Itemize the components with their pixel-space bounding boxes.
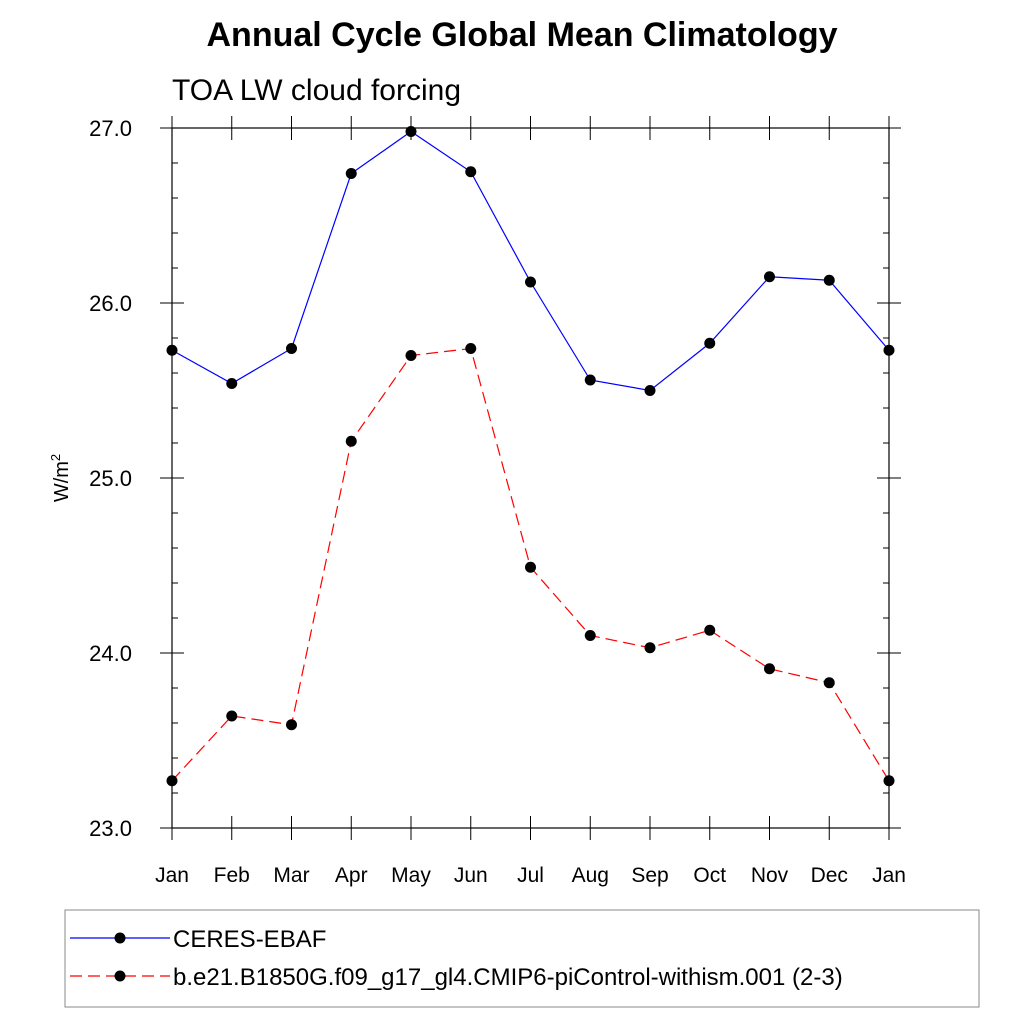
- series-2-point: [525, 561, 536, 573]
- x-tick-label: Dec: [811, 864, 848, 887]
- series-2-point: [345, 435, 357, 447]
- x-tick-label: Jun: [454, 864, 488, 887]
- svg-text:W/m2: W/m2: [48, 454, 73, 502]
- series-1-point: [525, 276, 536, 288]
- x-tick-label: Jul: [517, 864, 544, 887]
- legend: CERES-EBAF b.e21.B1850G.f09_g17_gl4.CMIP6…: [70, 926, 843, 991]
- series-2-point: [584, 630, 596, 641]
- chart-subtitle: TOA LW cloud forcing: [172, 74, 461, 107]
- series-1-point: [286, 343, 297, 354]
- legend-marker-2: [114, 970, 126, 982]
- legend-label-1: CERES-EBAF: [173, 926, 326, 953]
- legend-marker-1: [114, 932, 126, 944]
- series-2-point: [883, 775, 895, 787]
- series-1-point: [226, 378, 238, 389]
- series-1-point: [823, 274, 835, 286]
- x-tick-label: Feb: [214, 864, 250, 887]
- x-tick-label: Jan: [155, 864, 189, 887]
- series-2-point: [166, 775, 178, 787]
- series-2-point: [286, 719, 297, 731]
- series-2-point: [644, 642, 656, 654]
- y-tick-labels: 23.0 24.0 25.0 26.0 27.0: [89, 116, 132, 841]
- x-tick-label: Jan: [872, 864, 906, 887]
- series-1-point: [764, 271, 775, 283]
- y-axis-label-text: W/m: [51, 461, 73, 502]
- y-tick-label: 26.0: [89, 291, 132, 316]
- series-1-point: [465, 166, 477, 178]
- series-1-point: [883, 344, 895, 356]
- series-1-point: [166, 344, 178, 356]
- y-tick-label: 25.0: [89, 466, 132, 491]
- x-tick-label: Sep: [631, 864, 668, 887]
- x-tick-label: Apr: [335, 864, 368, 887]
- series-layer: [166, 126, 895, 787]
- x-tick-label: Mar: [273, 864, 309, 887]
- chart-title: Annual Cycle Global Mean Climatology: [207, 16, 838, 54]
- series-line-1: [171, 130, 890, 392]
- series-1-point: [704, 337, 716, 349]
- series-1-point: [644, 385, 656, 396]
- series-2-point: [704, 624, 716, 636]
- x-tick-label: May: [391, 864, 431, 887]
- series-2-point: [823, 677, 835, 689]
- x-tick-label: Aug: [572, 864, 609, 887]
- x-tick-label: Nov: [751, 864, 789, 887]
- series-2-point: [465, 343, 477, 354]
- series-1-point: [345, 168, 357, 179]
- y-tick-label: 24.0: [89, 641, 132, 666]
- legend-box: [64, 909, 980, 1008]
- legend-label-2: b.e21.B1850G.f09_g17_gl4.CMIP6-piControl…: [173, 964, 843, 991]
- series-2-point: [405, 350, 417, 361]
- series-1-point: [584, 374, 596, 386]
- series-2-point: [764, 663, 775, 675]
- x-tick-labels: Jan Feb Mar Apr May Jun Jul Aug Sep Oct Nov Dec Jan: [155, 864, 906, 887]
- y-axis-label-superscript: 2: [48, 454, 63, 461]
- series-1-point: [405, 126, 417, 137]
- series-2-point: [226, 710, 238, 722]
- y-tick-label: 23.0: [89, 816, 132, 841]
- y-tick-label: 27.0: [89, 116, 132, 141]
- axis-ticks: [160, 116, 901, 840]
- x-tick-label: Oct: [693, 864, 726, 887]
- y-axis-label: W/m2: [48, 454, 73, 502]
